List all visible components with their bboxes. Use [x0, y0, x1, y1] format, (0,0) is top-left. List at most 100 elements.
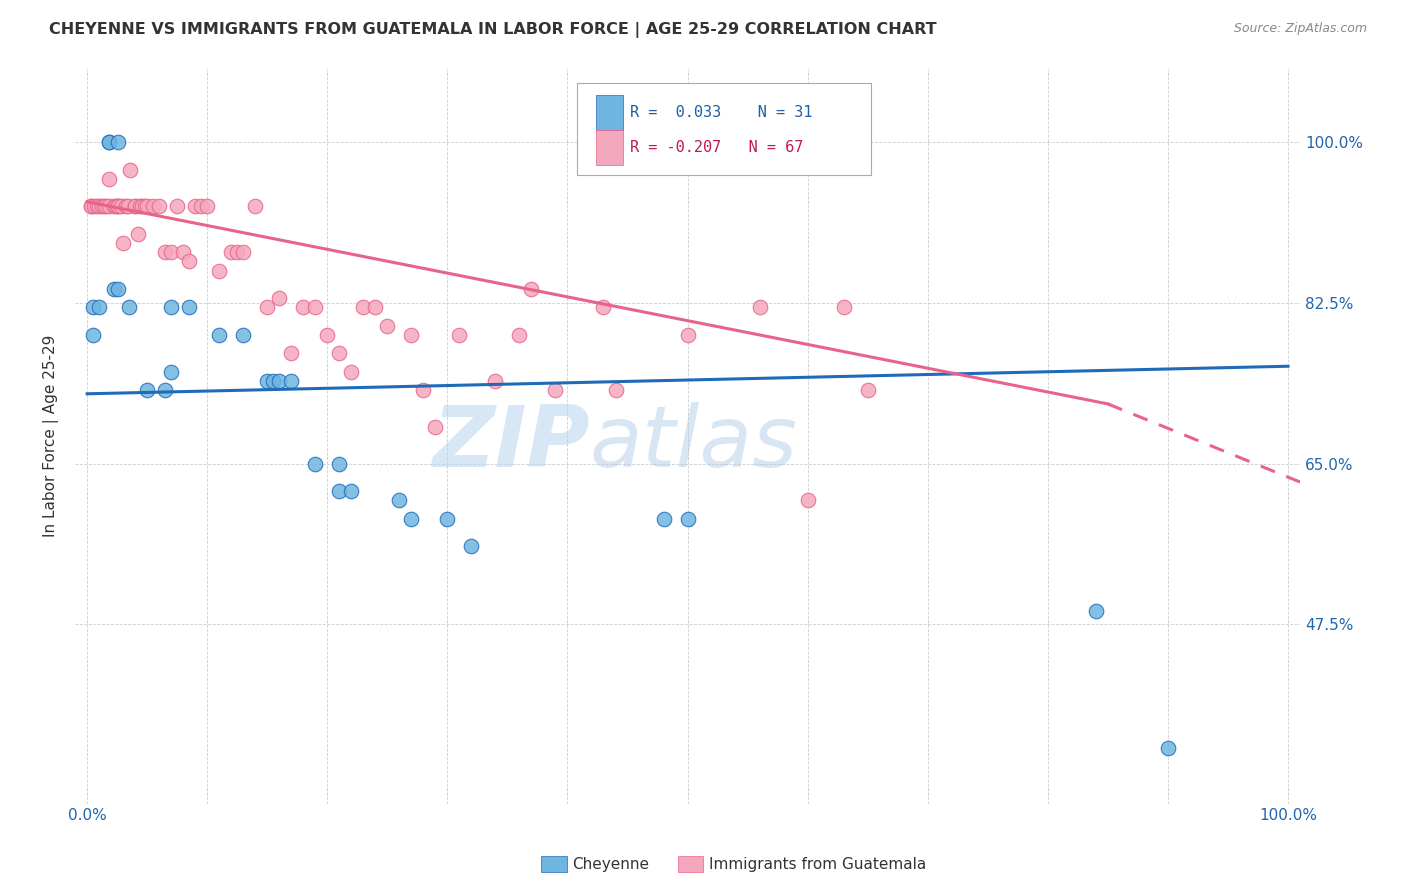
Point: [340, 365, 363, 379]
Point: [107, 282, 129, 296]
Point: [364, 301, 387, 315]
Point: [153, 245, 176, 260]
Point: [676, 328, 699, 343]
Point: [401, 328, 423, 343]
Point: [82, 328, 104, 343]
Point: [86, 199, 108, 213]
Point: [748, 301, 770, 315]
Point: [280, 374, 302, 388]
Text: Cheyenne: Cheyenne: [572, 857, 650, 871]
Point: [97, 135, 120, 149]
Point: [142, 199, 165, 213]
Point: [280, 346, 302, 360]
FancyBboxPatch shape: [578, 83, 872, 175]
Point: [103, 282, 125, 296]
Point: [124, 199, 146, 213]
Point: [328, 484, 350, 499]
Point: [796, 493, 818, 508]
Point: [269, 291, 291, 305]
Point: [219, 245, 242, 260]
Point: [80, 199, 103, 213]
Point: [83, 199, 105, 213]
Point: [129, 199, 152, 213]
Point: [97, 199, 120, 213]
Text: Immigrants from Guatemala: Immigrants from Guatemala: [709, 857, 927, 871]
Point: [226, 245, 249, 260]
Point: [190, 199, 212, 213]
Point: [184, 199, 207, 213]
Point: [153, 383, 176, 397]
Point: [148, 199, 170, 213]
Point: [304, 457, 326, 471]
Point: [208, 328, 231, 343]
Point: [269, 374, 291, 388]
Y-axis label: In Labor Force | Age 25-29: In Labor Force | Age 25-29: [44, 334, 59, 537]
Text: atlas: atlas: [589, 402, 797, 485]
Point: [160, 365, 183, 379]
Point: [508, 328, 530, 343]
Point: [80, 199, 103, 213]
Point: [160, 301, 183, 315]
Point: [82, 301, 104, 315]
Point: [118, 301, 141, 315]
Point: [93, 199, 115, 213]
Point: [592, 301, 614, 315]
Text: R =  0.033    N = 31: R = 0.033 N = 31: [630, 105, 813, 120]
Point: [605, 383, 627, 397]
Point: [652, 512, 675, 526]
Point: [172, 245, 194, 260]
Point: [107, 199, 129, 213]
Point: [120, 162, 142, 177]
Point: [328, 457, 350, 471]
Point: [856, 383, 879, 397]
Point: [107, 199, 129, 213]
Text: R = -0.207   N = 67: R = -0.207 N = 67: [630, 140, 803, 154]
Point: [832, 301, 855, 315]
Point: [104, 199, 127, 213]
Point: [412, 383, 434, 397]
Point: [304, 301, 326, 315]
Point: [520, 282, 543, 296]
Point: [90, 199, 112, 213]
Point: [245, 199, 267, 213]
Point: [97, 171, 120, 186]
Bar: [596, 129, 623, 165]
Point: [160, 245, 183, 260]
Point: [460, 539, 482, 553]
Point: [114, 199, 136, 213]
Point: [127, 227, 149, 241]
Point: [1157, 741, 1180, 756]
Point: [136, 383, 159, 397]
Point: [87, 301, 110, 315]
Point: [449, 328, 471, 343]
Text: Source: ZipAtlas.com: Source: ZipAtlas.com: [1233, 22, 1367, 36]
Point: [96, 199, 118, 213]
Point: [110, 199, 132, 213]
Point: [676, 512, 699, 526]
Point: [256, 374, 278, 388]
Point: [484, 374, 506, 388]
Point: [262, 374, 284, 388]
Point: [352, 301, 374, 315]
Point: [117, 199, 139, 213]
Point: [87, 199, 110, 213]
Point: [316, 328, 339, 343]
Point: [544, 383, 567, 397]
Point: [134, 199, 156, 213]
Point: [1084, 604, 1107, 618]
Point: [103, 199, 125, 213]
Point: [401, 512, 423, 526]
Point: [166, 199, 188, 213]
Point: [388, 493, 411, 508]
Point: [97, 135, 120, 149]
Point: [256, 301, 278, 315]
Point: [232, 328, 254, 343]
Point: [436, 512, 458, 526]
Point: [232, 245, 254, 260]
Point: [107, 135, 129, 149]
Point: [179, 301, 201, 315]
Point: [179, 254, 201, 268]
Point: [375, 318, 398, 333]
Point: [136, 199, 159, 213]
Point: [124, 199, 146, 213]
